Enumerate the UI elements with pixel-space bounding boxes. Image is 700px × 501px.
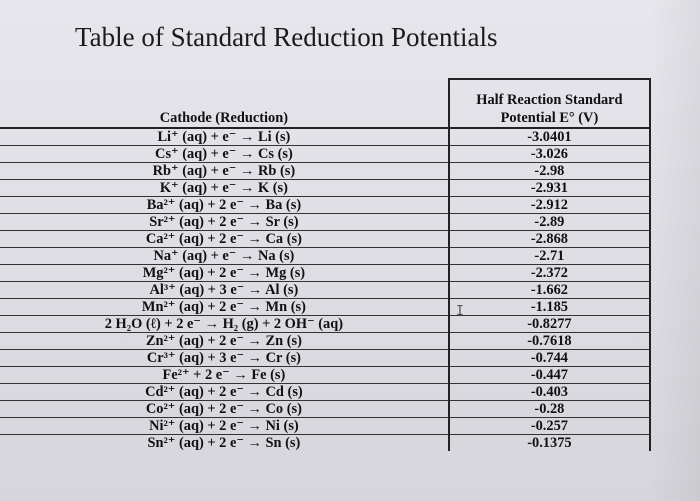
table-row: 2 H₂O (ℓ) + 2 e⁻ → H₂ (g) + 2 OH⁻ (aq) -0… <box>0 315 652 333</box>
table-row: Co²⁺ (aq) + 2 e⁻ → Co (s) -0.28 <box>0 400 652 418</box>
table-row: Ni²⁺ (aq) + 2 e⁻ → Ni (s) -0.257 <box>0 417 652 435</box>
table-row: Zn²⁺ (aq) + 2 e⁻ → Zn (s) -0.7618 <box>0 332 652 350</box>
potential-cell: -0.744 <box>448 349 652 367</box>
reaction-cell: Na⁺ (aq) + e⁻ → Na (s) <box>0 247 450 265</box>
potential-cell: -1.185 <box>448 298 652 316</box>
potential-cell: -2.931 <box>448 179 652 197</box>
reaction-cell: Cs⁺ (aq) + e⁻ → Cs (s) <box>0 145 450 163</box>
reaction-cell: Ni²⁺ (aq) + 2 e⁻ → Ni (s) <box>0 417 450 435</box>
reaction-cell: Fe²⁺ + 2 e⁻ → Fe (s) <box>0 366 450 384</box>
potential-cell: -0.1375 <box>448 434 652 451</box>
header-potential-line1: Half Reaction Standard <box>476 92 623 108</box>
potential-cell: -0.7618 <box>448 332 652 350</box>
reaction-cell: Zn²⁺ (aq) + 2 e⁻ → Zn (s) <box>0 332 450 350</box>
photo-shadow <box>650 0 700 501</box>
potential-cell: -1.662 <box>448 281 652 299</box>
header-potential: Half Reaction Standard Potential E° (V) <box>448 78 652 128</box>
table-row: Mn²⁺ (aq) + 2 e⁻ → Mn (s) -1.185 <box>0 298 652 316</box>
potential-cell: -2.71 <box>448 247 652 265</box>
potential-cell: -2.89 <box>448 213 652 231</box>
table-row: Mg²⁺ (aq) + 2 e⁻ → Mg (s) -2.372 <box>0 264 652 282</box>
reaction-cell: Mn²⁺ (aq) + 2 e⁻ → Mn (s) <box>0 298 450 316</box>
potential-cell: -0.403 <box>448 383 652 401</box>
reaction-cell: Cd²⁺ (aq) + 2 e⁻ → Cd (s) <box>0 383 450 401</box>
table-row: Al³⁺ (aq) + 3 e⁻ → Al (s) -1.662 <box>0 281 652 299</box>
table-row: Cs⁺ (aq) + e⁻ → Cs (s) -3.026 <box>0 145 652 163</box>
reduction-potentials-table-container: Cathode (Reduction) Half Reaction Standa… <box>0 78 652 501</box>
reaction-cell: Mg²⁺ (aq) + 2 e⁻ → Mg (s) <box>0 264 450 282</box>
table-body: Li⁺ (aq) + e⁻ → Li (s) -3.0401 Cs⁺ (aq) + … <box>0 127 652 451</box>
table-row: Sr²⁺ (aq) + 2 e⁻ → Sr (s) -2.89 <box>0 213 652 231</box>
page-title: Table of Standard Reduction Potentials <box>75 22 498 52</box>
table-row: Cd²⁺ (aq) + 2 e⁻ → Cd (s) -0.403 <box>0 383 652 401</box>
reaction-cell: Al³⁺ (aq) + 3 e⁻ → Al (s) <box>0 281 450 299</box>
reaction-cell: K⁺ (aq) + e⁻ → K (s) <box>0 179 450 197</box>
header-cathode-label: Cathode (Reduction) <box>159 110 289 126</box>
reaction-cell: Co²⁺ (aq) + 2 e⁻ → Co (s) <box>0 400 450 418</box>
table-row: Ba²⁺ (aq) + 2 e⁻ → Ba (s) -2.912 <box>0 196 652 214</box>
potential-cell: -0.257 <box>448 417 652 435</box>
table-row: Ca²⁺ (aq) + 2 e⁻ → Ca (s) -2.868 <box>0 230 652 248</box>
reaction-cell: Ba²⁺ (aq) + 2 e⁻ → Ba (s) <box>0 196 450 214</box>
potential-cell: -0.28 <box>448 400 652 418</box>
reduction-potentials-table: Cathode (Reduction) Half Reaction Standa… <box>0 78 652 451</box>
table-row: Li⁺ (aq) + e⁻ → Li (s) -3.0401 <box>0 127 652 146</box>
reaction-cell: Cr³⁺ (aq) + 3 e⁻ → Cr (s) <box>0 349 450 367</box>
reaction-cell: Ca²⁺ (aq) + 2 e⁻ → Ca (s) <box>0 230 450 248</box>
table-row: Fe²⁺ + 2 e⁻ → Fe (s) -0.447 <box>0 366 652 384</box>
table-row: K⁺ (aq) + e⁻ → K (s) -2.931 <box>0 179 652 197</box>
potential-cell: -3.0401 <box>448 127 652 146</box>
table-row: Cr³⁺ (aq) + 3 e⁻ → Cr (s) -0.744 <box>0 349 652 367</box>
potential-cell: -0.447 <box>448 366 652 384</box>
reaction-cell: Rb⁺ (aq) + e⁻ → Rb (s) <box>0 162 450 180</box>
header-potential-line2: Potential E° (V) <box>500 110 599 126</box>
potential-cell: -2.912 <box>448 196 652 214</box>
potential-cell: -0.8277 <box>448 315 652 333</box>
reaction-cell: Sr²⁺ (aq) + 2 e⁻ → Sr (s) <box>0 213 450 231</box>
potential-cell: -2.868 <box>448 230 652 248</box>
table-header-row: Cathode (Reduction) Half Reaction Standa… <box>0 78 652 128</box>
potential-cell: -2.372 <box>448 264 652 282</box>
potential-cell: -2.98 <box>448 162 652 180</box>
text-cursor-icon: I <box>456 304 464 319</box>
reaction-cell: 2 H₂O (ℓ) + 2 e⁻ → H₂ (g) + 2 OH⁻ (aq) <box>0 315 450 333</box>
table-row: Na⁺ (aq) + e⁻ → Na (s) -2.71 <box>0 247 652 265</box>
table-row: Sn²⁺ (aq) + 2 e⁻ → Sn (s) -0.1375 <box>0 434 652 451</box>
header-cathode: Cathode (Reduction) <box>0 79 450 128</box>
reaction-cell: Li⁺ (aq) + e⁻ → Li (s) <box>0 127 450 146</box>
potential-cell: -3.026 <box>448 145 652 163</box>
reaction-cell: Sn²⁺ (aq) + 2 e⁻ → Sn (s) <box>0 434 450 451</box>
table-row: Rb⁺ (aq) + e⁻ → Rb (s) -2.98 <box>0 162 652 180</box>
